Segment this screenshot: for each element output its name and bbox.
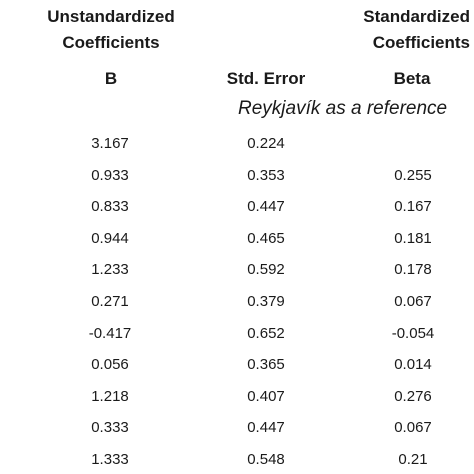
cell-b: 0.333: [91, 419, 129, 437]
cell-beta: 0.181: [394, 229, 432, 247]
cell-std-error: 0.447: [247, 419, 285, 437]
table-body: 3.167 0.224 0.933 0.353 0.255 0.833 0.447 0.167…: [0, 131, 474, 474]
cell-b: -0.417: [88, 324, 132, 342]
table-row: 1.333 0.548 0.21: [0, 447, 474, 474]
table-row: 1.233 0.592 0.178: [0, 257, 474, 289]
cell-b: 0.944: [91, 229, 129, 247]
column-header-b: B: [104, 69, 118, 88]
cell-b: 0.056: [91, 356, 129, 374]
table-row: 3.167 0.224: [0, 131, 474, 163]
table-row: 0.944 0.465 0.181: [0, 226, 474, 258]
cell-std-error: 0.353: [247, 166, 285, 184]
cell-beta: 0.178: [394, 261, 432, 279]
unstandardized-coefficients-header: Unstandardized Coefficients: [0, 4, 222, 56]
cell-b: 3.167: [91, 135, 129, 152]
cell-beta: 0.276: [394, 387, 432, 405]
cell-beta: 0.014: [394, 356, 432, 374]
cell-b: 1.333: [91, 450, 129, 468]
column-header-beta: Beta: [393, 69, 431, 88]
unstandardized-header-line2: Coefficients: [62, 33, 160, 52]
cell-std-error: 0.224: [247, 135, 285, 152]
cell-b: 1.218: [91, 387, 129, 405]
cell-beta: 0.255: [394, 166, 432, 184]
cell-std-error: 0.652: [247, 324, 285, 342]
reference-note: Reykjavík as a reference: [238, 98, 448, 119]
cell-std-error: 0.447: [247, 198, 285, 216]
cell-b: 0.271: [91, 292, 129, 310]
column-header-std-error: Std. Error: [226, 69, 306, 88]
table-row: 0.933 0.353 0.255: [0, 163, 474, 195]
cell-std-error: 0.592: [247, 261, 285, 279]
table-row: 1.218 0.407 0.276: [0, 384, 474, 416]
cell-std-error: 0.465: [247, 229, 285, 247]
cell-b: 1.233: [91, 261, 129, 279]
standardized-header-line1: Standardized: [363, 7, 470, 26]
unstandardized-header-line1: Unstandardized: [47, 7, 175, 26]
table-row: 0.271 0.379 0.067: [0, 289, 474, 321]
table-row: -0.417 0.652 -0.054: [0, 321, 474, 353]
cell-beta: 0.167: [394, 198, 432, 216]
table-row: 0.833 0.447 0.167: [0, 194, 474, 226]
standardized-header-line2: Coefficients: [372, 33, 470, 52]
cell-std-error: 0.379: [247, 292, 285, 310]
standardized-coefficients-header: Standardized Coefficients: [326, 4, 474, 56]
table-row: 0.333 0.447 0.067: [0, 415, 474, 447]
cell-beta: 0.067: [394, 419, 432, 437]
cell-b: 0.933: [91, 166, 129, 184]
cell-b: 0.833: [91, 198, 129, 216]
cell-std-error: 0.407: [247, 387, 285, 405]
cell-std-error: 0.548: [247, 450, 285, 468]
table-row: 0.056 0.365 0.014: [0, 352, 474, 384]
cell-beta: -0.054: [391, 324, 435, 342]
cell-beta: 0.067: [394, 292, 432, 310]
cell-beta: 0.21: [398, 450, 428, 468]
cell-std-error: 0.365: [247, 356, 285, 374]
